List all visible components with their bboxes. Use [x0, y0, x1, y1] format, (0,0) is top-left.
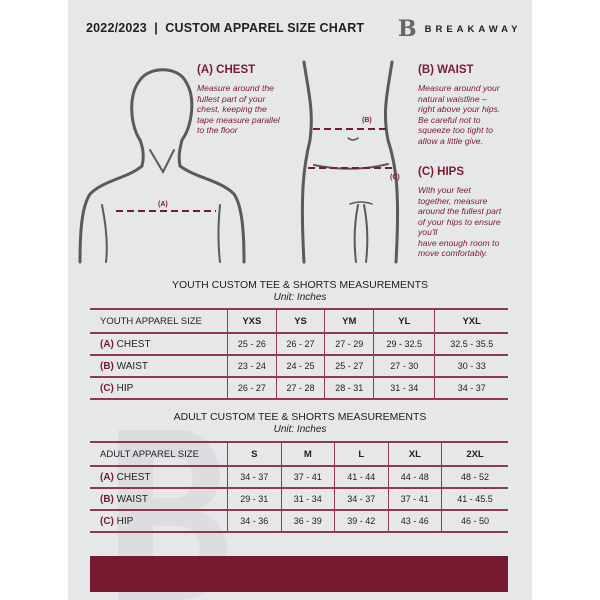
measurement-value: 27 - 30	[373, 355, 435, 378]
table-row: (C) HIP 26 - 27 27 - 28 28 - 31 31 - 34 34 - …	[90, 377, 508, 400]
measurement-value: 36 - 39	[280, 510, 335, 533]
measurement-value: 44 - 48	[387, 466, 442, 489]
lower-body-outline	[300, 60, 400, 264]
measurement-prefix: (B)	[100, 360, 114, 372]
measurement-value: 48 - 52	[441, 466, 508, 489]
size-chart-page: 2022/2023 | CUSTOM APPAREL SIZE CHART B …	[68, 0, 532, 600]
measurement-value: 41 - 45.5	[441, 488, 508, 511]
hips-marker: (C)	[390, 174, 400, 181]
adult-unit: Unit: Inches	[273, 424, 327, 435]
brand-logo: B BREAKAWAY	[398, 18, 522, 40]
measurement-value: 30 - 33	[434, 355, 508, 378]
measurement-label: (C) HIP	[90, 510, 228, 533]
measurement-value: 27 - 29	[324, 333, 374, 356]
measurement-label: (C) HIP	[90, 377, 228, 400]
table-row: (A) CHEST 25 - 26 26 - 27 27 - 29 29 - 32.5 3…	[90, 333, 508, 356]
size-column-header: YXS	[227, 308, 277, 334]
measurement-label: (B) WAIST	[90, 355, 228, 378]
hips-description: With your feet together, measure around th…	[418, 185, 502, 258]
measurement-value: 43 - 46	[387, 510, 442, 533]
measurement-value: 27 - 28	[275, 377, 325, 400]
measurement-prefix: (B)	[100, 493, 114, 505]
size-column-header: YS	[275, 308, 325, 334]
measurement-value: 23 - 24	[227, 355, 277, 378]
measurement-name: HIP	[116, 515, 134, 527]
table-row: (B) WAIST 29 - 31 31 - 34 34 - 37 37 - 41 41 …	[90, 488, 508, 511]
measurement-name: WAIST	[116, 493, 148, 505]
measurement-value: 37 - 41	[387, 488, 442, 511]
measurement-value: 31 - 34	[280, 488, 335, 511]
youth-unit: Unit: Inches	[273, 292, 327, 303]
measurement-value: 34 - 37	[434, 377, 508, 400]
size-column-header: YL	[373, 308, 435, 334]
size-column-header: YXL	[434, 308, 508, 334]
size-label-header: YOUTH APPAREL SIZE	[90, 308, 228, 334]
table-row: (C) HIP 34 - 36 36 - 39 39 - 42 43 - 46 46 - …	[90, 510, 508, 533]
measurement-value: 24 - 25	[275, 355, 325, 378]
measurement-name: CHEST	[116, 471, 151, 483]
measurement-value: 31 - 34	[373, 377, 435, 400]
measurement-label: (B) WAIST	[90, 488, 228, 511]
size-label-header: ADULT APPAREL SIZE	[90, 441, 228, 467]
measurement-value: 25 - 26	[227, 333, 277, 356]
size-column-header: S	[227, 441, 282, 467]
youth-table-title: YOUTH CUSTOM TEE & SHORTS MEASUREMENTS	[171, 279, 429, 291]
adult-table-title: ADULT CUSTOM TEE & SHORTS MEASUREMENTS	[173, 411, 427, 423]
size-column-header: XL	[387, 441, 442, 467]
measurement-value: 29 - 31	[227, 488, 282, 511]
brand-name: BREAKAWAY	[424, 23, 522, 35]
measurement-value: 26 - 27	[275, 333, 325, 356]
measurement-prefix: (A)	[100, 471, 114, 483]
waist-heading: (B) WAIST	[418, 64, 474, 76]
measurement-name: WAIST	[116, 360, 148, 372]
waist-marker: (B)	[362, 117, 372, 124]
size-column-header: L	[334, 441, 389, 467]
hips-heading: (C) HIPS	[418, 166, 464, 178]
measurement-value: 34 - 37	[334, 488, 389, 511]
upper-body-outline	[78, 68, 246, 264]
body-diagrams	[78, 60, 400, 264]
measurement-value: 37 - 41	[280, 466, 335, 489]
chest-description: Measure around the fullest part of your ch…	[197, 83, 280, 135]
table-header-row: ADULT APPAREL SIZE S M L XL 2XL	[90, 441, 508, 467]
table-row: (B) WAIST 23 - 24 24 - 25 25 - 27 27 - 30 30 …	[90, 355, 508, 378]
measurement-value: 41 - 44	[334, 466, 389, 489]
size-column-header: YM	[324, 308, 374, 334]
footer-bar	[90, 556, 508, 592]
measurement-value: 34 - 36	[227, 510, 282, 533]
measurement-value: 29 - 32.5	[373, 333, 435, 356]
measurement-value: 28 - 31	[324, 377, 374, 400]
measurement-value: 34 - 37	[227, 466, 282, 489]
page-title: 2022/2023 | CUSTOM APPAREL SIZE CHART	[86, 21, 365, 35]
measurement-value: 39 - 42	[334, 510, 389, 533]
table-header-row: YOUTH APPAREL SIZE YXS YS YM YL YXL	[90, 308, 508, 334]
logo-mark: B	[398, 16, 417, 42]
measurement-name: CHEST	[116, 338, 151, 350]
measurement-name: HIP	[116, 382, 134, 394]
measurement-label: (A) CHEST	[90, 333, 228, 356]
waist-description: Measure around your natural waistline – ri…	[418, 83, 501, 146]
size-column-header: M	[280, 441, 335, 467]
measurement-label: (A) CHEST	[90, 466, 228, 489]
adult-size-table: ADULT APPAREL SIZE S M L XL 2XL (A) CHEST 34 - …	[90, 441, 508, 533]
measure-lines	[116, 128, 396, 212]
measurement-value: 26 - 27	[227, 377, 277, 400]
measurement-value: 25 - 27	[324, 355, 374, 378]
chest-marker: (A)	[158, 201, 168, 208]
measurement-prefix: (A)	[100, 338, 114, 350]
measurement-value: 46 - 50	[441, 510, 508, 533]
chest-heading: (A) CHEST	[197, 64, 256, 76]
table-row: (A) CHEST 34 - 37 37 - 41 41 - 44 44 - 48 48 …	[90, 466, 508, 489]
size-column-header: 2XL	[441, 441, 508, 467]
measurement-prefix: (C)	[100, 382, 114, 394]
measurement-prefix: (C)	[100, 515, 114, 527]
measurement-value: 32.5 - 35.5	[434, 333, 508, 356]
youth-size-table: YOUTH APPAREL SIZE YXS YS YM YL YXL (A) CHEST 2…	[90, 308, 508, 400]
